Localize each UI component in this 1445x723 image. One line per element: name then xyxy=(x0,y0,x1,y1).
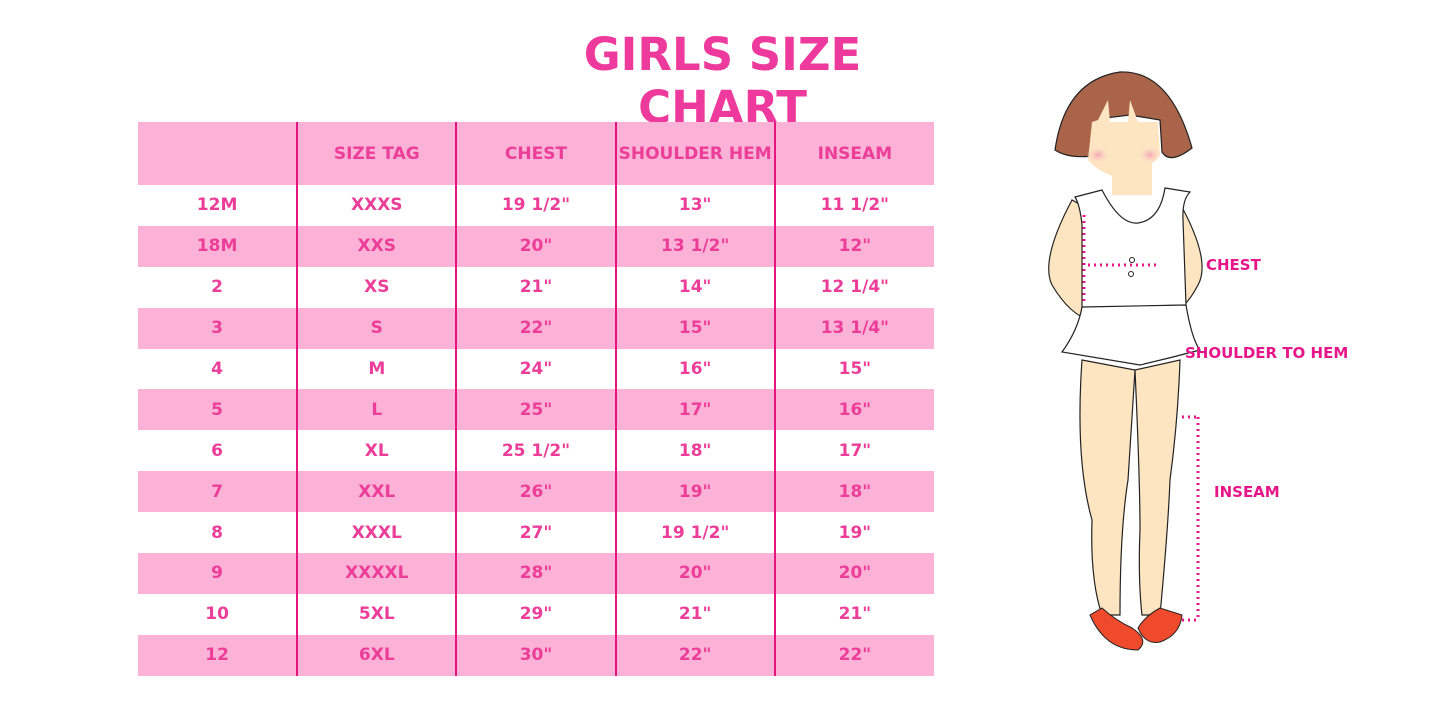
cell-chest: 30" xyxy=(455,634,616,676)
cell-shoulder-hem: 22" xyxy=(614,634,775,676)
table-row: 18M XXS 20" 13 1/2" 12" xyxy=(138,225,934,267)
cell-size-tag: M xyxy=(296,348,457,390)
cell-size-tag: XXL xyxy=(296,471,457,513)
table-row: 5 L 25" 17" 16" xyxy=(138,389,934,431)
cell-chest: 26" xyxy=(455,471,616,513)
cell-chest: 27" xyxy=(455,512,616,554)
cell-shoulder-hem: 16" xyxy=(614,348,775,390)
cell-size-tag: 5XL xyxy=(296,593,457,635)
cell-chest: 24" xyxy=(455,348,616,390)
cell-shoulder-hem: 19 1/2" xyxy=(614,512,775,554)
header-size-tag: SIZE TAG xyxy=(296,122,457,185)
chest-label: CHEST xyxy=(1206,256,1261,274)
cell-size: 8 xyxy=(211,522,224,543)
cell-inseam: 18" xyxy=(773,471,934,513)
cell-size: 3 xyxy=(138,307,298,349)
girl-figure-icon xyxy=(1048,71,1203,651)
cell-inseam: 21" xyxy=(773,593,934,635)
table-row: 2 XS 21" 14" 12 1/4" xyxy=(138,266,934,308)
cell-shoulder-hem: 17" xyxy=(614,389,775,431)
table-row: 3 S 22" 15" 13 1/4" xyxy=(138,307,934,349)
table-row: 12M XXXS 19 1/2" 13" 11 1/2" xyxy=(138,185,934,226)
inseam-label: INSEAM xyxy=(1214,483,1280,501)
cell-size: 7 xyxy=(138,471,298,513)
cell-size: 12M xyxy=(196,195,238,216)
cell-shoulder-hem: 19" xyxy=(614,471,775,513)
cell-size: 18M xyxy=(138,225,298,267)
cell-size: 6 xyxy=(211,440,224,461)
cell-size: 2 xyxy=(211,277,224,298)
cell-inseam: 16" xyxy=(773,389,934,431)
table-header-row: SIZE TAG CHEST SHOULDER HEM INSEAM xyxy=(138,122,934,185)
header-shoulder-hem: SHOULDER HEM xyxy=(614,122,775,185)
cell-inseam: 17" xyxy=(773,430,934,472)
table-row: 9 XXXXL 28" 20" 20" xyxy=(138,553,934,594)
shoulder-to-hem-label: SHOULDER TO HEM xyxy=(1185,344,1349,362)
cell-size-tag: XL xyxy=(296,430,457,472)
cell-chest: 19 1/2" xyxy=(455,185,616,226)
cell-size-tag: XXXS xyxy=(296,185,457,226)
cell-shoulder-hem: 20" xyxy=(614,553,775,594)
size-chart-table: SIZE TAG CHEST SHOULDER HEM INSEAM 12M XX… xyxy=(138,122,934,676)
cell-size-tag: XS xyxy=(296,266,457,308)
table-row: 8 XXXL 27" 19 1/2" 19" xyxy=(138,512,934,554)
page-title: GIRLS SIZE CHART xyxy=(583,28,862,134)
cell-shoulder-hem: 15" xyxy=(614,307,775,349)
table-row: 4 M 24" 16" 15" xyxy=(138,348,934,390)
cell-size-tag: XXXL xyxy=(296,512,457,554)
cell-size-tag: S xyxy=(296,307,457,349)
cell-inseam: 11 1/2" xyxy=(773,185,934,226)
table-row: 10 5XL 29" 21" 21" xyxy=(138,593,934,635)
cell-size: 9 xyxy=(138,553,298,594)
cell-inseam: 13 1/4" xyxy=(773,307,934,349)
header-chest: CHEST xyxy=(455,122,616,185)
cell-size-tag: 6XL xyxy=(296,634,457,676)
table-row: 7 XXL 26" 19" 18" xyxy=(138,471,934,513)
cell-chest: 22" xyxy=(455,307,616,349)
cell-chest: 21" xyxy=(455,266,616,308)
cell-shoulder-hem: 13" xyxy=(614,185,775,226)
table-row: 12 6XL 30" 22" 22" xyxy=(138,634,934,676)
girl-measurement-illustration xyxy=(1020,60,1420,664)
cell-size: 10 xyxy=(205,604,229,625)
cell-inseam: 19" xyxy=(773,512,934,554)
cell-shoulder-hem: 18" xyxy=(614,430,775,472)
cell-size-tag: XXXXL xyxy=(296,553,457,594)
cell-chest: 20" xyxy=(455,225,616,267)
header-size xyxy=(138,122,298,185)
table-row: 6 XL 25 1/2" 18" 17" xyxy=(138,430,934,472)
cell-chest: 25 1/2" xyxy=(455,430,616,472)
cell-inseam: 12 1/4" xyxy=(773,266,934,308)
cell-shoulder-hem: 13 1/2" xyxy=(614,225,775,267)
cell-chest: 29" xyxy=(455,593,616,635)
cell-inseam: 12" xyxy=(773,225,934,267)
cell-size-tag: XXS xyxy=(296,225,457,267)
cell-shoulder-hem: 21" xyxy=(614,593,775,635)
cell-shoulder-hem: 14" xyxy=(614,266,775,308)
cell-inseam: 22" xyxy=(773,634,934,676)
header-inseam: INSEAM xyxy=(773,122,934,185)
cell-chest: 25" xyxy=(455,389,616,431)
cell-size-tag: L xyxy=(296,389,457,431)
cell-size: 12 xyxy=(138,634,298,676)
cell-inseam: 20" xyxy=(773,553,934,594)
cell-inseam: 15" xyxy=(773,348,934,390)
cell-size: 4 xyxy=(211,359,224,379)
cell-chest: 28" xyxy=(455,553,616,594)
cell-size: 5 xyxy=(138,389,298,431)
